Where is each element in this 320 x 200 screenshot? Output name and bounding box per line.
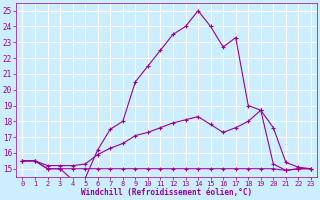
X-axis label: Windchill (Refroidissement éolien,°C): Windchill (Refroidissement éolien,°C) (81, 188, 252, 197)
